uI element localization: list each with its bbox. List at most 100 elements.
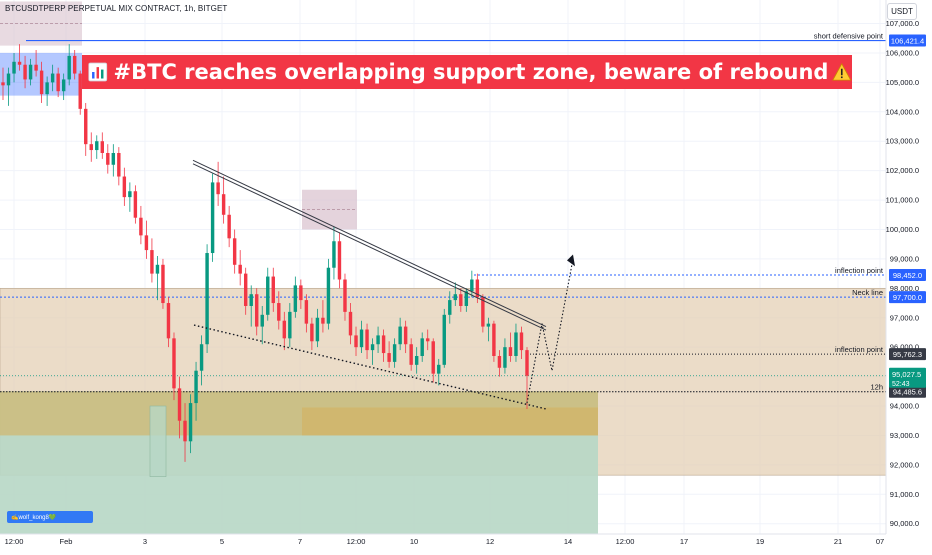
candle-body — [260, 314, 264, 327]
y-tick-label: 92,000.0 — [890, 460, 919, 469]
x-tick-label: 12:00 — [5, 537, 24, 546]
candle — [6, 67, 11, 106]
price-tag-value: 97,700.0 — [893, 293, 922, 302]
candle — [293, 276, 298, 318]
x-tick-label: 19 — [756, 537, 764, 546]
candle — [122, 167, 127, 206]
candle — [266, 267, 270, 321]
candle-body — [177, 388, 182, 421]
candle — [221, 176, 226, 224]
candle — [277, 291, 281, 330]
price-axis[interactable]: 107,000.0 106,000.0 105,000.0 104,000.0 103,… — [885, 0, 932, 550]
headline-text: #BTC reaches overlapping support zone, b… — [113, 60, 829, 84]
candle — [100, 132, 104, 159]
candle-body — [216, 182, 220, 195]
candle — [133, 185, 138, 224]
candle — [426, 329, 430, 351]
candle-body — [139, 217, 143, 236]
candle — [392, 338, 397, 368]
y-tick-label: 93,000.0 — [890, 431, 919, 440]
candle-body — [183, 420, 187, 442]
time-axis[interactable]: 12:00 Feb 3 5 7 12:00 10 12 14 12:00 17 19 21 07 — [0, 533, 932, 550]
candle-body — [271, 276, 275, 304]
candle — [232, 229, 237, 274]
candle — [271, 267, 275, 312]
candle — [420, 332, 424, 362]
candle — [519, 326, 524, 359]
candle — [17, 44, 22, 71]
candle-body — [100, 141, 104, 153]
candle-body — [277, 303, 281, 321]
candle — [282, 311, 287, 351]
candle — [508, 332, 513, 362]
candle-body — [17, 61, 22, 65]
candle — [28, 58, 33, 86]
candle — [437, 358, 441, 386]
x-tick-label: 17 — [680, 537, 688, 546]
candle — [56, 67, 60, 98]
candle-body — [525, 350, 529, 376]
candle — [497, 350, 502, 377]
price-tag-value: 95,762.3 — [893, 350, 922, 359]
projected-path-dotted-line — [526, 258, 574, 404]
candle-body — [448, 300, 452, 315]
candle — [381, 329, 386, 362]
candle — [78, 70, 82, 115]
candle-body — [337, 241, 342, 280]
candle-body — [414, 356, 419, 365]
candle — [23, 55, 27, 89]
x-tick-label: 7 — [298, 537, 302, 546]
candle — [414, 347, 419, 374]
current-price-tag — [889, 367, 926, 388]
price-tag-box — [889, 291, 926, 304]
candle — [188, 394, 193, 454]
y-tick-label: 96,000.0 — [890, 343, 919, 352]
candle-body — [326, 267, 331, 324]
candle-body — [486, 323, 491, 327]
descending-resistance-line — [192, 159, 547, 328]
candle — [243, 267, 248, 315]
currency-button[interactable]: USDT — [887, 3, 917, 20]
candle — [299, 279, 303, 309]
candle-body — [514, 332, 518, 356]
candle — [210, 173, 215, 262]
candle-body — [12, 61, 16, 74]
candle — [111, 144, 116, 177]
candle-body — [409, 344, 413, 365]
candle — [238, 250, 242, 286]
candle — [354, 326, 358, 356]
candle-body — [67, 55, 71, 80]
price-tag-value: 94,485.6 — [893, 388, 922, 397]
candle-body — [221, 194, 226, 215]
candle — [216, 161, 220, 206]
candle-body — [266, 276, 270, 315]
candle-body — [227, 214, 231, 239]
price-line-label: short defensive point — [814, 32, 884, 41]
candle — [34, 50, 38, 77]
candle — [315, 308, 320, 348]
candle-body — [453, 294, 458, 301]
candle-body — [89, 144, 93, 151]
time-axis-background — [0, 534, 932, 550]
candle-body — [95, 141, 99, 151]
candle-body — [117, 152, 121, 177]
x-tick-label: 12:00 — [347, 537, 366, 546]
x-tick-label: 10 — [410, 537, 418, 546]
candle-body — [84, 108, 88, 145]
candle-body — [78, 73, 82, 109]
candle — [249, 285, 253, 327]
candle — [288, 303, 292, 348]
candle — [72, 50, 77, 80]
candle — [310, 317, 314, 351]
price-line-label: inflection point — [835, 345, 884, 354]
candle — [128, 182, 132, 212]
candle-body — [6, 73, 11, 86]
candle-body — [321, 317, 325, 324]
candle-body — [28, 64, 33, 80]
headline-banner: #BTC reaches overlapping support zone, b… — [82, 55, 852, 89]
candle-body — [205, 253, 209, 345]
warning-icon — [832, 63, 852, 81]
candle-body — [72, 55, 77, 74]
